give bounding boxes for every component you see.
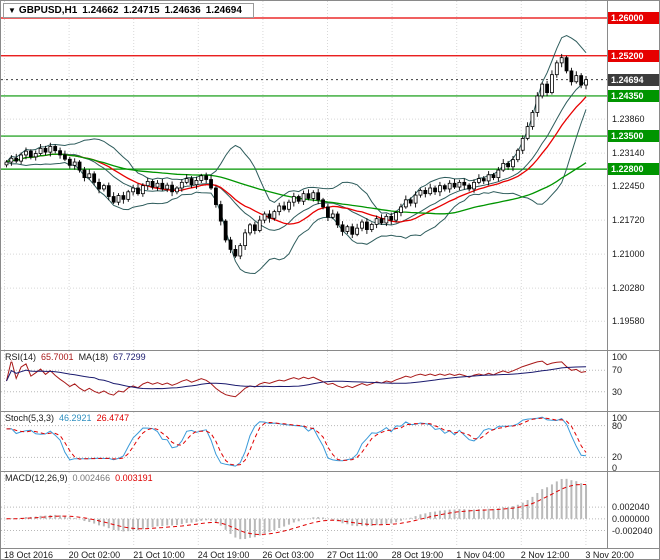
rsi-label: RSI(14) 65.7001 MA(18) 67.7299 [5,352,151,362]
time-axis-label: 27 Oct 11:00 [327,550,378,560]
rsi-name: RSI(14) [5,352,37,362]
price-axis[interactable]: 1.23860 1.23140 1.22450 1.21720 1.21000 1.202… [607,1,659,548]
stochastic-indicator-panel[interactable] [1,412,607,471]
time-axis-label: 24 Oct 19:00 [197,550,250,560]
symbol-timeframe-label: GBPUSD,H1 [18,5,78,16]
open-value: 1.24662 [82,5,119,16]
rsi-ma-name: MA(18) [78,352,109,362]
macd-signal-value: 0.003191 [115,473,153,483]
price-grid-label: 1.23140 [612,148,645,159]
rsi-ma-value: 67.7299 [113,352,146,362]
macd-indicator-panel[interactable] [1,472,607,547]
macd-value: 0.002466 [72,473,111,483]
stoch-k-value: 46.2921 [59,413,92,423]
price-level-badge-support: 1.24350 [608,89,659,102]
macd-name: MACD(12,26,9) [5,473,68,483]
indicator-axis-label: 0.002040 [612,502,650,513]
indicator-axis-label: 100 [612,352,628,362]
price-level-badge-current: 1.24694 [608,73,659,86]
close-value: 1.24694 [205,5,242,16]
price-grid-label: 1.23860 [612,114,645,125]
indicator-axis-label: 100 [612,413,628,423]
price-level-badge-support: 1.22800 [608,163,659,176]
stoch-d-value: 26.4747 [96,413,130,423]
rsi-indicator-panel[interactable] [1,351,607,411]
indicator-axis-label: -0.002040 [612,525,653,536]
time-axis-label: 2 Nov 12:00 [520,550,570,560]
price-level-badge-resistance: 1.25200 [608,49,659,62]
stochastic-label: Stoch(5,3,3) 46.2921 26.4747 [5,413,135,423]
price-grid-label: 1.21000 [612,249,645,260]
indicator-axis-label: 0.000000 [612,513,650,524]
indicator-axis-label: 0 [612,463,618,473]
panel-separator[interactable] [1,411,659,412]
price-grid-label: 1.21720 [612,215,645,226]
indicator-axis-label: 70 [612,365,623,376]
panel-separator[interactable] [1,350,659,351]
indicator-axis-label: 30 [612,386,623,397]
symbol-ohlc-box[interactable]: ▼ GBPUSD,H1 1.24662 1.24715 1.24636 1.24694 [3,3,254,18]
main-price-chart[interactable] [1,1,607,350]
time-axis-label: 26 Oct 03:00 [262,550,314,560]
time-axis-label: 20 Oct 02:00 [68,550,121,560]
time-axis-label: 1 Nov 04:00 [456,550,505,560]
stoch-name: Stoch(5,3,3) [5,413,55,423]
chevron-down-icon[interactable]: ▼ [8,6,16,15]
macd-label: MACD(12,26,9) 0.002466 0.003191 [5,473,158,483]
price-grid-label: 1.20280 [612,283,645,294]
time-axis[interactable]: 18 Oct 2016 20 Oct 02:00 21 Oct 10:00 24 Oc… [1,548,659,560]
time-axis-label: 21 Oct 10:00 [133,550,185,560]
time-axis-label: 28 Oct 19:00 [391,550,444,560]
price-grid-label: 1.19580 [612,316,645,327]
time-axis-label: 18 Oct 2016 [4,550,54,560]
price-level-badge-support: 1.23500 [608,130,659,143]
indicator-axis-label: 20 [612,452,623,463]
panel-separator[interactable] [1,471,659,472]
rsi-value: 65.7001 [41,352,74,362]
price-grid-label: 1.22450 [612,180,645,191]
low-value: 1.24636 [164,5,201,16]
indicator-axis-label: 80 [612,420,623,431]
time-axis-label: 3 Nov 20:00 [585,550,634,560]
price-level-badge-resistance: 1.26000 [608,12,659,24]
high-value: 1.24715 [123,5,160,16]
